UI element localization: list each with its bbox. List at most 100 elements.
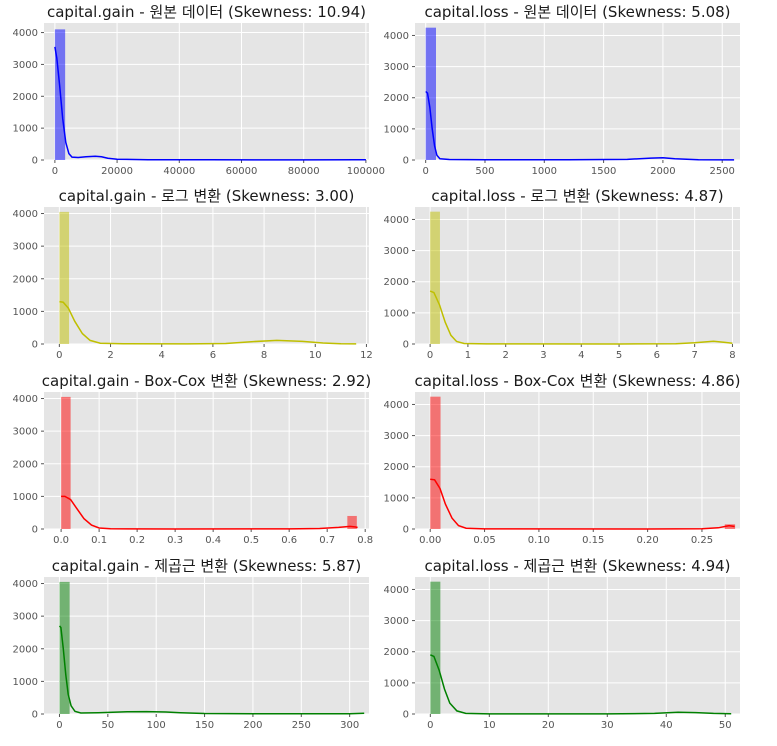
- x-tick-label: 0.4: [205, 535, 221, 546]
- y-tick-label: 1000: [384, 678, 409, 689]
- histogram-bar: [425, 27, 436, 160]
- y-tick-label: 2000: [13, 459, 38, 470]
- kde-curve: [54, 46, 366, 161]
- x-tick-label: 30: [601, 720, 614, 731]
- y-tick-label: 1000: [384, 493, 409, 504]
- x-tick-label: 10: [483, 720, 496, 731]
- x-tick-label: 200: [243, 720, 262, 731]
- subplot-title: capital.gain - 로그 변환 (Skewness: 3.00): [59, 187, 355, 205]
- x-tick-label: 500: [475, 166, 494, 177]
- x-tick-label: 0.5: [243, 535, 259, 546]
- x-tick-label: 0: [56, 350, 62, 361]
- subplot-title: capital.gain - 원본 데이터 (Skewness: 10.94): [47, 3, 366, 21]
- x-tick-label: 1: [465, 350, 471, 361]
- y-tick-label: 3000: [13, 242, 38, 253]
- plot-area: [44, 577, 369, 714]
- y-tick-label: 0: [403, 710, 409, 721]
- x-tick-label: 0.10: [528, 535, 550, 546]
- x-tick-label: 0: [56, 720, 62, 731]
- x-tick-label: 5: [616, 350, 622, 361]
- subplot-6: 0 1000 2000 3000 4000 0.00 0.05 0.10 0.15 0.20 0.2…: [384, 372, 741, 546]
- y-tick-label: 0: [403, 525, 409, 536]
- subplot-title: capital.loss - 로그 변환 (Skewness: 4.87): [431, 187, 723, 205]
- x-tick-label: 0: [427, 350, 433, 361]
- subplot-3: 0 1000 2000 3000 4000 0 2 4 6 8 10 12 capital.gain -…: [13, 187, 373, 361]
- y-tick-label: 3000: [384, 431, 409, 442]
- y-tick-label: 2000: [13, 644, 38, 655]
- x-tick-label: 3: [540, 350, 546, 361]
- plot-area: [415, 207, 740, 344]
- y-tick-label: 0: [403, 340, 409, 351]
- plot-area: [415, 23, 740, 160]
- kde-curve: [59, 300, 357, 345]
- x-tick-label: 150: [195, 720, 214, 731]
- x-tick-label: 0.8: [357, 535, 373, 546]
- subplot-title: capital.loss - 제곱근 변환 (Skewness: 4.94): [424, 557, 730, 575]
- x-tick-label: 12: [360, 350, 373, 361]
- y-tick-label: 3000: [384, 246, 409, 257]
- x-tick-label: 0: [52, 166, 58, 177]
- y-tick-label: 2000: [384, 277, 409, 288]
- y-tick-label: 3000: [384, 616, 409, 627]
- y-tick-label: 2000: [384, 462, 409, 473]
- x-tick-label: 0.3: [167, 535, 183, 546]
- x-tick-label: 40: [660, 720, 673, 731]
- kde-curve: [429, 290, 733, 345]
- y-tick-label: 1000: [13, 307, 38, 318]
- subplot-5: 0 1000 2000 3000 4000 0.0 0.1 0.2 0.3 0.4 0.5 0.6 0.…: [13, 372, 374, 546]
- y-tick-label: 3000: [13, 427, 38, 438]
- kde-curve: [61, 495, 358, 530]
- subplot-4: 0 1000 2000 3000 4000 0 1 2 3 4 5 6 7 8 capital.loss -…: [384, 187, 740, 361]
- x-tick-label: 20000: [101, 166, 133, 177]
- plot-area: [44, 392, 369, 529]
- x-tick-label: 20: [542, 720, 555, 731]
- histogram-bar: [61, 396, 71, 529]
- x-tick-label: 0.05: [473, 535, 495, 546]
- y-tick-label: 4000: [13, 394, 38, 405]
- y-tick-label: 4000: [13, 28, 38, 39]
- y-tick-label: 3000: [13, 612, 38, 623]
- histogram-bar: [59, 581, 70, 714]
- x-tick-label: 4: [159, 350, 165, 361]
- x-tick-label: 0.7: [319, 535, 335, 546]
- x-tick-label: 0: [427, 720, 433, 731]
- kde-curve: [58, 625, 365, 715]
- plot-area: [415, 577, 740, 714]
- x-tick-label: 50: [101, 720, 114, 731]
- x-tick-label: 0.00: [419, 535, 441, 546]
- y-tick-label: 0: [403, 156, 409, 167]
- x-tick-label: 2: [503, 350, 509, 361]
- x-tick-label: 2500: [709, 166, 734, 177]
- y-tick-label: 4000: [384, 31, 409, 42]
- x-tick-label: 250: [292, 720, 311, 731]
- y-tick-label: 0: [32, 340, 38, 351]
- x-tick-label: 0.2: [129, 535, 145, 546]
- x-tick-label: 60000: [226, 166, 258, 177]
- subplot-title: capital.gain - 제곱근 변환 (Skewness: 5.87): [52, 557, 361, 575]
- x-tick-label: 0.1: [91, 535, 107, 546]
- y-tick-label: 1000: [13, 492, 38, 503]
- subplot-7: 0 1000 2000 3000 4000 0 50 100 150 200 250 300 capit…: [13, 557, 369, 731]
- x-tick-label: 0.6: [281, 535, 297, 546]
- x-tick-label: 0.25: [691, 535, 713, 546]
- y-tick-label: 4000: [384, 585, 409, 596]
- y-tick-label: 3000: [384, 62, 409, 73]
- x-tick-label: 0.15: [582, 535, 604, 546]
- y-tick-label: 0: [32, 710, 38, 721]
- y-tick-label: 4000: [384, 400, 409, 411]
- subplot-2: 0 1000 2000 3000 4000 0 500 1000 1500 2000 2500 cap…: [384, 3, 740, 177]
- plot-area: [415, 392, 740, 529]
- y-tick-label: 1000: [13, 124, 38, 135]
- y-tick-label: 1000: [384, 308, 409, 319]
- y-tick-label: 2000: [384, 647, 409, 658]
- x-tick-label: 1500: [591, 166, 616, 177]
- x-tick-label: 0: [422, 166, 428, 177]
- y-tick-label: 4000: [13, 579, 38, 590]
- x-tick-label: 10: [309, 350, 322, 361]
- histogram-bar: [724, 524, 736, 529]
- x-tick-label: 2000: [650, 166, 675, 177]
- x-tick-label: 1000: [532, 166, 557, 177]
- x-tick-label: 100000: [347, 166, 385, 177]
- subplot-title: capital.gain - Box-Cox 변환 (Skewness: 2.9…: [42, 372, 371, 390]
